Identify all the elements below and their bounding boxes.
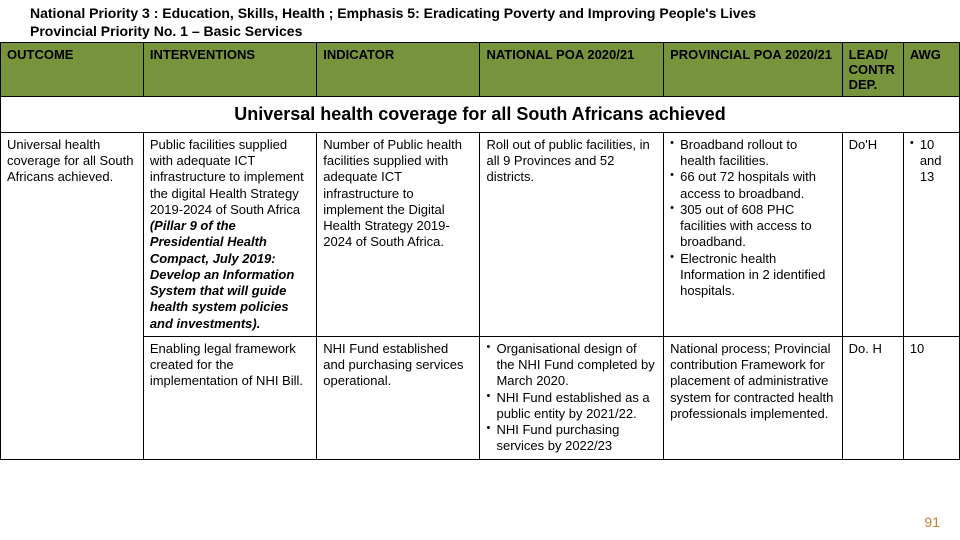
header-titles: National Priority 3 : Education, Skills,… <box>0 0 960 42</box>
lead-cell: Do'H <box>842 132 903 336</box>
col-national: NATIONAL POA 2020/21 <box>480 43 664 97</box>
page-number: 91 <box>924 514 940 530</box>
national-priority-line: National Priority 3 : Education, Skills,… <box>30 4 930 22</box>
col-provincial: PROVINCIAL POA 2020/21 <box>664 43 843 97</box>
col-lead: LEAD/ CONTR DEP. <box>842 43 903 97</box>
list-item: 305 out of 608 PHC facilities with acces… <box>670 202 836 251</box>
table-row: Universal health coverage for all South … <box>1 132 960 336</box>
col-interventions: INTERVENTIONS <box>143 43 316 97</box>
national-cell: Roll out of public facilities, in all 9 … <box>480 132 664 336</box>
col-indicator: INDICATOR <box>317 43 480 97</box>
list-item: 66 out 72 hospitals with access to broad… <box>670 169 836 202</box>
section-title: Universal health coverage for all South … <box>1 97 960 133</box>
section-row: Universal health coverage for all South … <box>1 97 960 133</box>
list-item: 10 and 13 <box>910 137 953 186</box>
intervention-cell: Enabling legal framework created for the… <box>143 336 316 459</box>
list-item: Electronic health Information in 2 ident… <box>670 251 836 300</box>
col-awg: AWG <box>903 43 959 97</box>
col-outcome: OUTCOME <box>1 43 144 97</box>
awg-cell: 10 and 13 <box>903 132 959 336</box>
awg-cell: 10 <box>903 336 959 459</box>
list-item: Organisational design of the NHI Fund co… <box>486 341 657 390</box>
provincial-cell: National process; Provincial contributio… <box>664 336 843 459</box>
list-item: NHI Fund purchasing services by 2022/23 <box>486 422 657 455</box>
indicator-cell: Number of Public health facilities suppl… <box>317 132 480 336</box>
outcome-cell: Universal health coverage for all South … <box>1 132 144 459</box>
intervention-cell: Public facilities supplied with adequate… <box>143 132 316 336</box>
indicator-cell: NHI Fund established and purchasing serv… <box>317 336 480 459</box>
lead-cell: Do. H <box>842 336 903 459</box>
table-row: Enabling legal framework created for the… <box>1 336 960 459</box>
national-cell: Organisational design of the NHI Fund co… <box>480 336 664 459</box>
priority-table: OUTCOME INTERVENTIONS INDICATOR NATIONAL… <box>0 42 960 459</box>
provincial-cell: Broadband rollout to health facilities. … <box>664 132 843 336</box>
header-row: OUTCOME INTERVENTIONS INDICATOR NATIONAL… <box>1 43 960 97</box>
provincial-priority-line: Provincial Priority No. 1 – Basic Servic… <box>30 22 930 40</box>
list-item: Broadband rollout to health facilities. <box>670 137 836 170</box>
list-item: NHI Fund established as a public entity … <box>486 390 657 423</box>
